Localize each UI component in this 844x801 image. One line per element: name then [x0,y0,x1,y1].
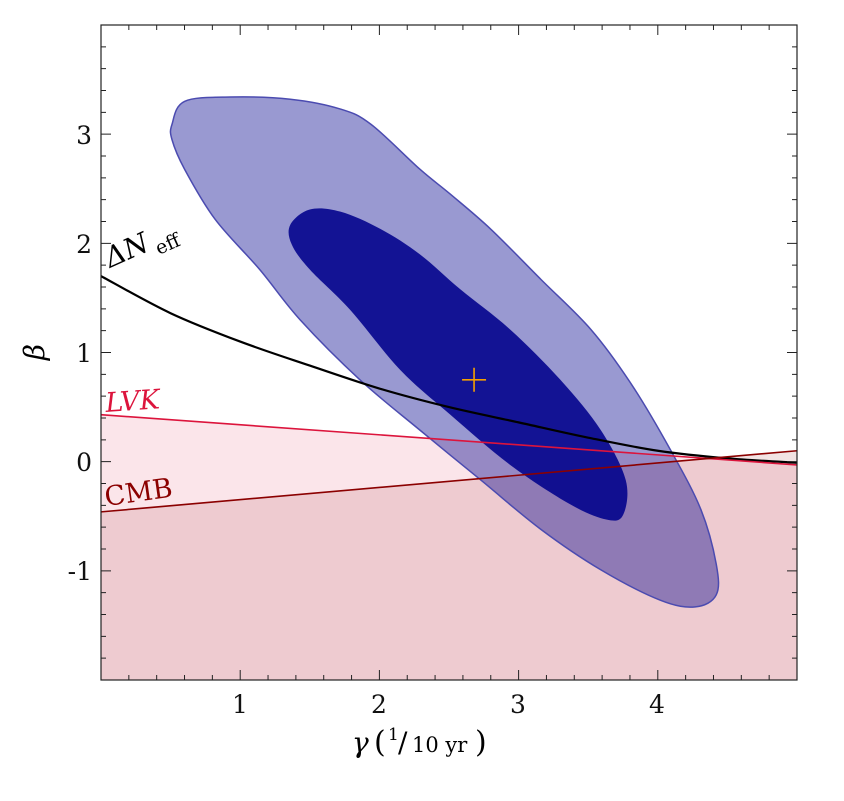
x-axis-symbol: γ [352,726,369,759]
neff-label: ΔN eff [99,225,185,274]
plot-area [101,96,797,680]
y-axis-label: β [18,344,51,361]
neff-label-sub: eff [152,229,185,260]
cmb-line [101,449,797,513]
ytick-label-2: 2 [76,230,92,259]
contour-inner [288,208,628,521]
x-axis-label: γ ( 1 / 10 yr ) [352,725,487,760]
xtick-label-4: 4 [649,690,665,719]
x-axis-unit-num: 1 [388,725,399,745]
neff-line [101,275,797,464]
x-axis-paren-close: ) [475,725,487,760]
lvk-label: LVK [103,384,162,419]
ytick-label-0: 0 [76,448,92,477]
ticks [100,24,798,681]
xtick-label-2: 2 [371,690,387,719]
ytick-label-m1: -1 [68,557,92,586]
xtick-label-1: 1 [232,690,248,719]
best-fit-marker [462,367,487,392]
lvk-line [101,413,797,466]
ytick-label-1: 1 [76,339,92,368]
xtick-label-3: 3 [510,690,526,719]
x-axis-unit-den: 10 yr [412,733,468,757]
ytick-label-3: 3 [76,121,92,150]
x-axis-paren-open: ( [374,725,386,760]
x-axis-slash: / [398,726,408,759]
neff-label-main: ΔN [99,225,156,274]
